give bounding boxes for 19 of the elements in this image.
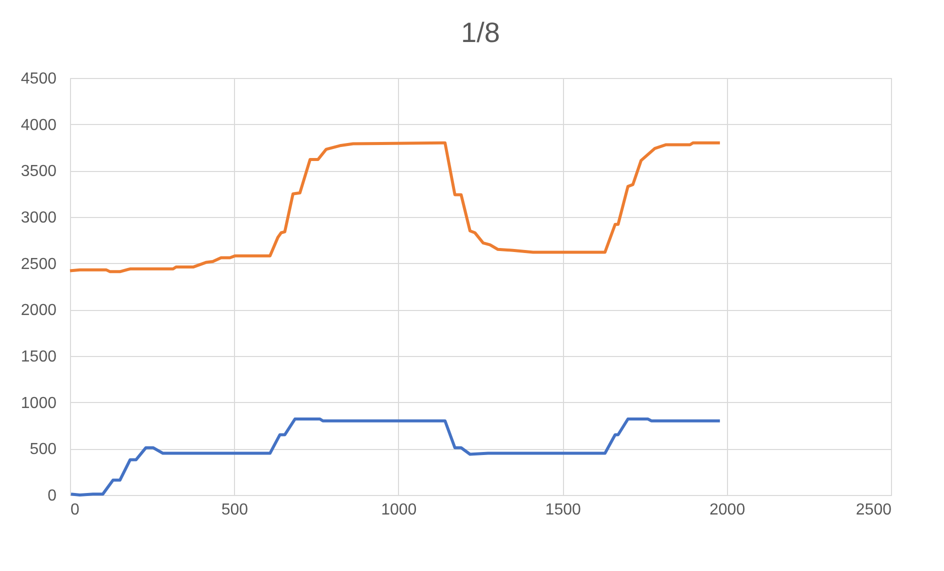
line-series [69, 418, 722, 496]
y-tick-label: 500 [30, 441, 57, 458]
x-tick-label: 0 [70, 502, 80, 518]
y-tick-label: 2500 [20, 256, 57, 273]
y-tick-label: 4000 [20, 116, 57, 134]
y-tick-label: 1500 [20, 348, 57, 366]
line-series [68, 141, 722, 274]
x-tick-label: 1500 [545, 502, 581, 518]
x-tick-label: 500 [221, 502, 248, 518]
x-tick-label: 2000 [710, 502, 746, 518]
y-tick-label: 3500 [20, 163, 57, 180]
x-tick-label: 2500 [856, 502, 892, 518]
chart-title: 1/8 [461, 17, 500, 48]
y-tick-label: 1000 [20, 394, 57, 412]
y-tick-label: 4500 [20, 70, 57, 88]
y-tick-label: 3000 [20, 210, 57, 226]
y-tick-label: 2000 [20, 302, 57, 320]
y-tick-label: 0 [48, 488, 57, 504]
x-tick-label: 1000 [381, 502, 417, 518]
